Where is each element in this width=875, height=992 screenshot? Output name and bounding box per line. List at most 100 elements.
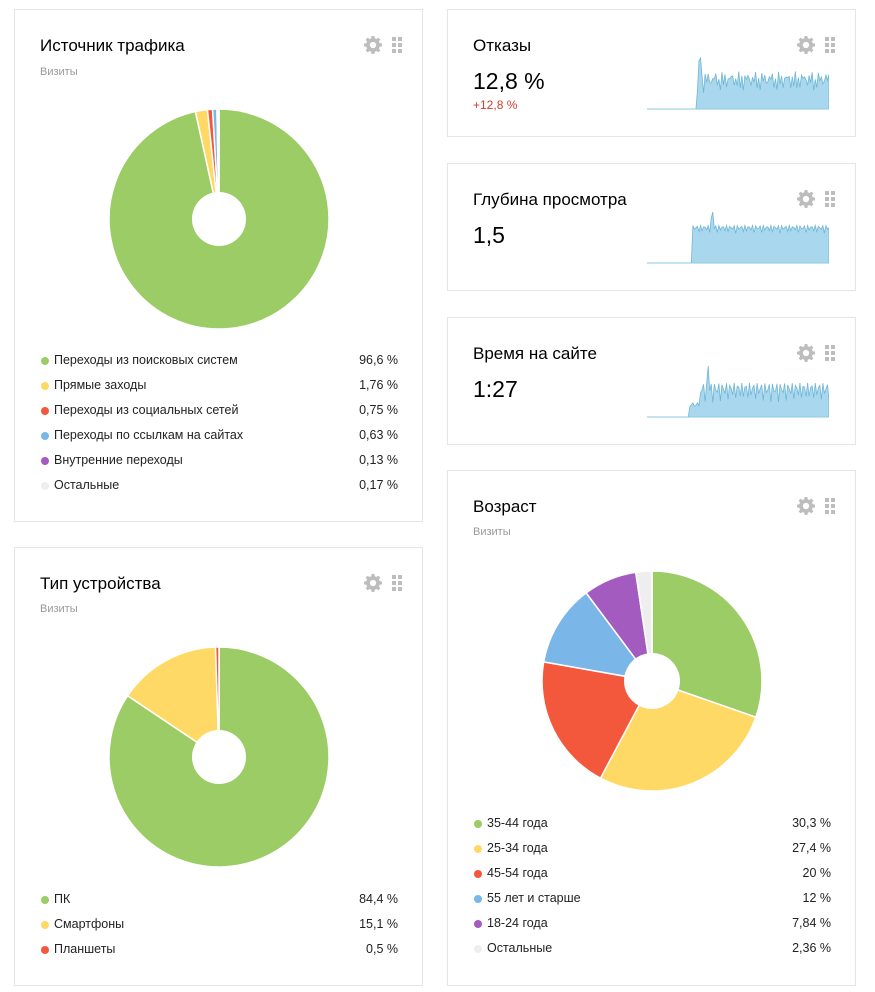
widget-title: Время на сайте <box>473 344 597 363</box>
sparkline-area <box>647 211 829 264</box>
legend-item: Планшеты 0,5 % <box>40 941 398 966</box>
legend-dot <box>474 845 482 853</box>
drag-handle-icon[interactable] <box>825 345 835 361</box>
legend-item: Переходы из поисковых систем 96,6 % <box>40 352 398 377</box>
traffic-source-legend: Переходы из поисковых систем 96,6 % Прямы… <box>40 352 398 502</box>
page-depth-sparkline <box>647 211 829 264</box>
drag-handle-icon[interactable] <box>825 191 835 207</box>
metric-delta: +12,8 % <box>473 98 518 112</box>
legend-dot <box>41 921 49 929</box>
legend-label: Переходы по ссылкам на сайтах <box>54 428 244 442</box>
legend-item: Остальные 2,36 % <box>473 940 831 965</box>
legend-label: Внутренние переходы <box>54 453 183 467</box>
legend-value: 2,36 % <box>792 941 831 955</box>
pie-slice[interactable] <box>214 646 220 758</box>
gear-icon[interactable] <box>797 36 815 54</box>
legend-item: Остальные 0,17 % <box>40 477 398 502</box>
legend-item: Прямые заходы 1,76 % <box>40 377 398 402</box>
legend-dot <box>41 482 49 490</box>
widget-device-type: Тип устройства Визиты ПК 84,4 % Смартфоны… <box>14 547 423 986</box>
legend-item: Внутренние переходы 0,13 % <box>40 452 398 477</box>
legend-value: 7,84 % <box>792 916 831 930</box>
gear-icon[interactable] <box>364 574 382 592</box>
gear-icon[interactable] <box>364 36 382 54</box>
time-on-site-sparkline <box>647 365 829 418</box>
legend-dot <box>41 432 49 440</box>
legend-label: Прямые заходы <box>54 378 147 392</box>
pie-center-hole <box>624 653 680 709</box>
gear-icon[interactable] <box>797 190 815 208</box>
legend-dot <box>41 457 49 465</box>
metric-value: 1:27 <box>473 376 518 402</box>
widget-actions <box>797 344 835 362</box>
pie-slice[interactable] <box>126 646 220 758</box>
legend-item: 35-44 года 30,3 % <box>473 815 831 840</box>
widget-subtitle: Визиты <box>40 66 78 78</box>
device-type-pie-chart <box>108 646 330 868</box>
bounces-sparkline <box>647 56 829 110</box>
legend-dot <box>474 870 482 878</box>
legend-value: 0,75 % <box>359 403 398 417</box>
widget-title: Глубина просмотра <box>473 190 627 209</box>
device-type-legend: ПК 84,4 % Смартфоны 15,1 % Планшеты 0,5 % <box>40 891 398 966</box>
legend-item: Смартфоны 15,1 % <box>40 916 398 941</box>
widget-subtitle: Визиты <box>473 526 511 538</box>
pie-slice[interactable] <box>542 592 653 682</box>
legend-label: Остальные <box>54 478 120 492</box>
widget-age: Возраст Визиты 35-44 года 30,3 % 25-34 го… <box>447 470 856 986</box>
widget-subtitle: Визиты <box>40 603 78 615</box>
legend-item: Переходы по ссылкам на сайтах 0,63 % <box>40 427 398 452</box>
legend-dot <box>474 895 482 903</box>
pie-slice[interactable] <box>217 108 220 220</box>
legend-item: 18-24 года 7,84 % <box>473 915 831 940</box>
pie-slice[interactable] <box>541 661 653 779</box>
widget-actions <box>364 574 402 592</box>
legend-value: 15,1 % <box>359 917 398 931</box>
widget-traffic-source: Источник трафика Визиты Переходы из поис… <box>14 9 423 522</box>
legend-item: 45-54 года 20 % <box>473 865 831 890</box>
drag-handle-icon[interactable] <box>392 575 402 591</box>
widget-title: Источник трафика <box>40 36 185 55</box>
legend-item: 55 лет и старше 12 % <box>473 890 831 915</box>
legend-dot <box>41 357 49 365</box>
legend-item: ПК 84,4 % <box>40 891 398 916</box>
legend-value: 1,76 % <box>359 378 398 392</box>
legend-value: 0,63 % <box>359 428 398 442</box>
gear-icon[interactable] <box>797 344 815 362</box>
legend-label: Остальные <box>487 941 553 955</box>
legend-value: 96,6 % <box>359 353 398 367</box>
traffic-source-pie-chart <box>108 108 330 330</box>
legend-value: 12 % <box>802 891 832 905</box>
widget-time-on-site: Время на сайте 1:27 <box>447 317 856 445</box>
legend-label: 25-34 года <box>487 841 548 855</box>
legend-label: 35-44 года <box>487 816 548 830</box>
widget-actions <box>364 36 402 54</box>
widget-page-depth: Глубина просмотра 1,5 <box>447 163 856 291</box>
gear-icon[interactable] <box>797 497 815 515</box>
drag-handle-icon[interactable] <box>825 498 835 514</box>
pie-slice[interactable] <box>599 680 757 792</box>
drag-handle-icon[interactable] <box>825 37 835 53</box>
age-pie-chart <box>541 570 763 792</box>
legend-item: Переходы из социальных сетей 0,75 % <box>40 402 398 427</box>
legend-item: 25-34 года 27,4 % <box>473 840 831 865</box>
widget-bounces: Отказы 12,8 % +12,8 % <box>447 9 856 137</box>
legend-label: Переходы из поисковых систем <box>54 353 238 367</box>
legend-value: 30,3 % <box>792 816 831 830</box>
legend-value: 0,5 % <box>366 942 398 956</box>
drag-handle-icon[interactable] <box>392 37 402 53</box>
legend-value: 0,13 % <box>359 453 398 467</box>
legend-label: 18-24 года <box>487 916 548 930</box>
age-legend: 35-44 года 30,3 % 25-34 года 27,4 % 45-54 … <box>473 815 831 965</box>
widget-title: Возраст <box>473 497 537 516</box>
legend-dot <box>41 946 49 954</box>
legend-dot <box>41 382 49 390</box>
legend-label: Планшеты <box>54 942 116 956</box>
widget-actions <box>797 497 835 515</box>
metric-value: 12,8 % <box>473 68 545 94</box>
legend-dot <box>474 945 482 953</box>
widget-title: Тип устройства <box>40 574 161 593</box>
legend-label: ПК <box>54 892 71 906</box>
legend-label: 45-54 года <box>487 866 548 880</box>
legend-dot <box>474 920 482 928</box>
